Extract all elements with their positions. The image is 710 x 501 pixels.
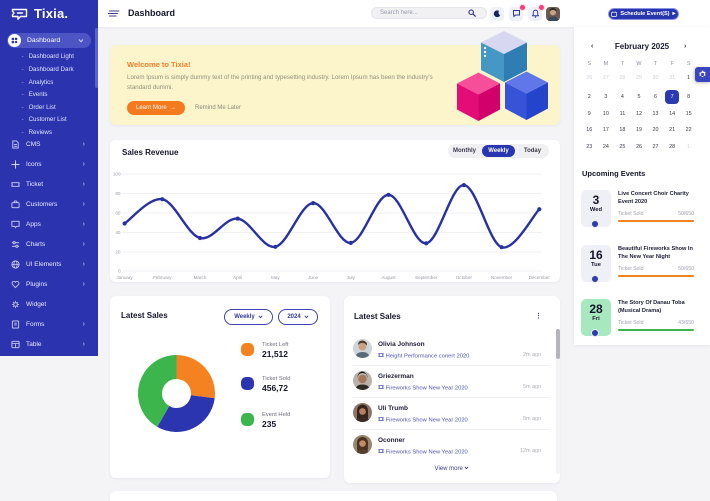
svg-text:40: 40 <box>115 230 121 235</box>
svg-text:December: December <box>529 275 551 280</box>
svg-text:20: 20 <box>115 250 121 255</box>
svg-text:June: June <box>308 275 318 280</box>
svg-text:July: July <box>347 275 356 280</box>
svg-text:100: 100 <box>113 172 121 177</box>
svg-text:May: May <box>271 275 280 280</box>
svg-text:0: 0 <box>118 269 121 274</box>
svg-text:November: November <box>491 275 513 280</box>
svg-text:October: October <box>456 275 473 280</box>
svg-text:January: January <box>116 275 133 280</box>
svg-text:80: 80 <box>115 191 121 196</box>
svg-text:February: February <box>153 275 172 280</box>
svg-text:September: September <box>415 275 438 280</box>
svg-text:April: April <box>233 275 242 280</box>
svg-text:August: August <box>381 275 396 280</box>
svg-text:60: 60 <box>115 211 121 216</box>
svg-text:March: March <box>194 275 207 280</box>
